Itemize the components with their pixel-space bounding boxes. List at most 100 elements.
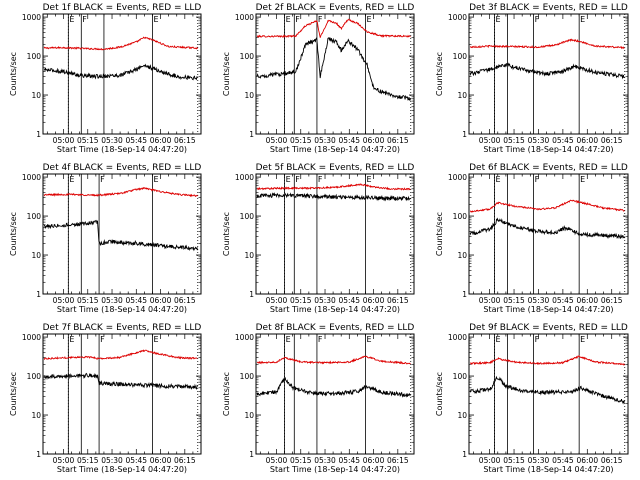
panel-det-7f: Det 7f BLACK = Events, RED = LLD 1 10 100 10… [9,323,202,474]
y-tick-label: 100 [240,212,255,221]
y-tick-label: 10 [244,411,254,420]
lld-series-line [256,355,411,365]
lld-series-line [469,199,625,213]
plot-frame [42,13,202,135]
plot-frame [42,333,202,455]
x-tick-label: 06:15 [601,296,623,305]
x-tick-label: 06:15 [387,456,409,465]
y-tick-label: 100 [453,372,468,381]
y-axis-label: Counts/sec [222,212,231,256]
y-tick-label: 1 [462,290,467,299]
x-tick-label: 05:30 [101,296,123,305]
events-series-line [44,219,198,252]
y-tick-label: 100 [240,372,255,381]
events-series-line [469,375,625,405]
y-tick-label: 100 [27,372,42,381]
x-tick-label: 06:15 [174,296,196,305]
panel-det-6f: Det 6f BLACK = Events, RED = LLD 1 10 100 10… [435,163,629,314]
x-tick-label: 05:45 [338,296,360,305]
x-tick-label: 05:00 [266,296,288,305]
x-tick-label: 06:15 [387,296,409,305]
panel-det-2f: Det 2f BLACK = Events, RED = LLD 1 10 100 10… [222,3,415,154]
event-marker-label: E [366,335,371,344]
plot-frame [255,333,415,455]
event-marker-label: E [69,335,74,344]
x-axis-label: Start Time (18-Sep-14 04:47:20) [57,145,187,154]
y-tick-label: 100 [27,52,42,61]
event-marker-label: E [286,15,291,24]
y-tick-label: 10 [457,411,467,420]
x-tick-label: 05:00 [53,136,75,145]
x-tick-label: 06:00 [363,456,385,465]
panel-det-4f: Det 4f BLACK = Events, RED = LLD 1 10 100 10… [9,163,202,314]
x-tick-label: 06:00 [576,296,598,305]
y-tick-label: 1 [36,450,41,459]
x-tick-label: 05:30 [314,136,336,145]
event-marker-label: F [318,175,323,184]
y-tick-label: 10 [244,251,254,260]
y-tick-label: 1000 [235,173,254,182]
x-axis-label: Start Time (18-Sep-14 04:47:20) [57,465,187,474]
event-marker-label: E [496,175,501,184]
x-tick-label: 05:45 [125,456,147,465]
y-tick-label: 10 [457,251,467,260]
x-tick-label: 05:15 [290,296,312,305]
x-tick-label: 05:45 [338,136,360,145]
y-tick-label: 10 [31,251,41,260]
y-tick-label: 1000 [448,173,467,182]
x-tick-label: 05:45 [552,456,574,465]
y-tick-label: 1000 [22,333,41,342]
events-series-line [43,372,198,390]
panel-title: Det 3f BLACK = Events, RED = LLD [469,3,628,13]
x-tick-label: 05:00 [53,456,75,465]
x-tick-label: 05:30 [528,456,550,465]
event-marker-label: F [100,175,105,184]
lld-series-line [256,18,411,39]
panel-title: Det 2f BLACK = Events, RED = LLD [256,3,415,13]
x-tick-label: 05:00 [479,136,501,145]
y-tick-label: 1 [249,130,254,139]
panel-title: Det 1f BLACK = Events, RED = LLD [43,3,202,13]
y-axis-label: Counts/sec [9,212,18,256]
panel-title: Det 4f BLACK = Events, RED = LLD [43,163,202,173]
y-tick-label: 1000 [22,173,41,182]
y-tick-label: 100 [453,212,468,221]
x-tick-label: 06:00 [150,456,172,465]
y-tick-label: 1 [462,450,467,459]
event-marker-label: F [100,335,105,344]
x-tick-label: 05:15 [503,136,525,145]
event-marker-label: E [286,335,291,344]
lld-series-line [256,183,411,191]
x-tick-label: 06:15 [601,136,623,145]
event-marker-label: F [295,15,300,24]
x-tick-label: 06:00 [363,136,385,145]
plot-frame [42,173,202,295]
x-axis-label: Start Time (18-Sep-14 04:47:20) [270,145,400,154]
y-axis-label: Counts/sec [9,372,18,416]
x-tick-label: 05:45 [552,136,574,145]
event-marker-label: E [366,175,371,184]
y-tick-label: 100 [27,212,42,221]
lld-series-line [43,186,198,198]
y-tick-label: 10 [31,411,41,420]
y-axis-label: Counts/sec [435,372,444,416]
event-marker-label: E [580,15,585,24]
panel-det-8f: Det 8f BLACK = Events, RED = LLD 1 10 100 10… [222,323,415,474]
x-tick-label: 05:15 [77,456,99,465]
events-series-line [256,37,411,101]
panel-title: Det 5f BLACK = Events, RED = LLD [256,163,415,173]
panel-det-9f: Det 9f BLACK = Events, RED = LLD 1 10 100 10… [435,323,629,474]
events-series-line [44,63,198,81]
x-tick-label: 05:30 [528,296,550,305]
events-series-line [256,377,411,398]
events-series-line [256,192,411,202]
x-tick-label: 05:15 [77,136,99,145]
event-marker-label: E [580,175,585,184]
event-marker-label: F [82,15,87,24]
x-tick-label: 05:15 [290,136,312,145]
x-tick-label: 06:00 [576,136,598,145]
x-tick-label: 05:00 [479,456,501,465]
x-tick-label: 06:15 [174,456,196,465]
y-tick-label: 1000 [448,13,467,22]
